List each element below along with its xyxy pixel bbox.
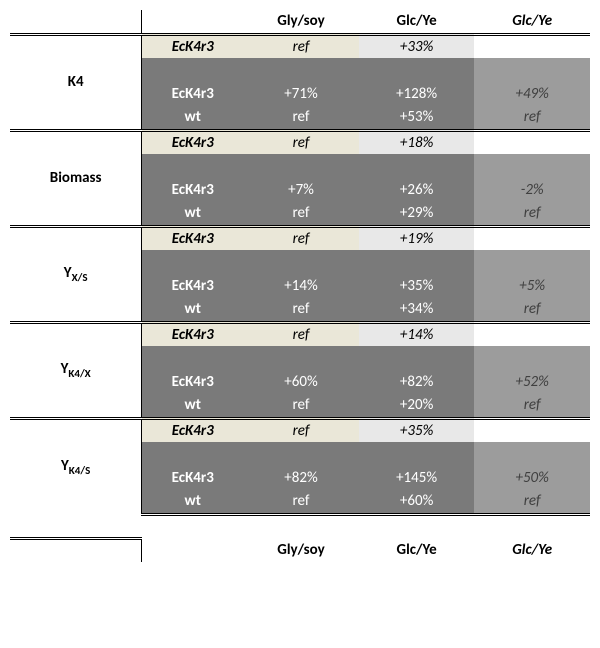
- cell: +35%: [359, 418, 475, 442]
- cell: ref: [243, 490, 359, 514]
- cell: ref: [474, 298, 590, 322]
- cell: +33%: [359, 34, 475, 58]
- category-label: YK4/S: [10, 418, 142, 514]
- col-header-3: Glc/Ye: [474, 10, 590, 34]
- cell: +29%: [359, 202, 475, 226]
- cell: ref: [243, 106, 359, 130]
- strain-label: EcK4r3: [142, 274, 243, 298]
- cell: ref: [243, 226, 359, 250]
- cell: ref: [474, 490, 590, 514]
- cell: [474, 418, 590, 442]
- strain-label: wt: [142, 202, 243, 226]
- table-row: YK4/S EcK4r3 ref +35%: [10, 418, 590, 442]
- cell: +60%: [359, 490, 475, 514]
- cell: +82%: [243, 466, 359, 490]
- cell: ref: [474, 106, 590, 130]
- cell: ref: [243, 322, 359, 346]
- cell: +50%: [474, 466, 590, 490]
- strain-label: EcK4r3: [142, 178, 243, 202]
- strain-label: EcK4r3: [142, 130, 243, 154]
- cell: +14%: [243, 274, 359, 298]
- cell: +20%: [359, 394, 475, 418]
- cell: +26%: [359, 178, 475, 202]
- category-label: Biomass: [10, 130, 142, 226]
- category-label: YX/S: [10, 226, 142, 322]
- cell: ref: [243, 202, 359, 226]
- strain-label: EcK4r3: [142, 82, 243, 106]
- cell: +60%: [243, 370, 359, 394]
- strain-label: wt: [142, 298, 243, 322]
- strain-label: EcK4r3: [142, 418, 243, 442]
- cell: +34%: [359, 298, 475, 322]
- col-header-2: Glc/Ye: [359, 10, 475, 34]
- cell: [474, 34, 590, 58]
- cell: +5%: [474, 274, 590, 298]
- category-label: YK4/X: [10, 322, 142, 418]
- strain-label: wt: [142, 394, 243, 418]
- yk4s-label: YK4/S: [61, 457, 90, 475]
- cell: ref: [243, 34, 359, 58]
- strain-label: EcK4r3: [142, 322, 243, 346]
- strain-label: EcK4r3: [142, 466, 243, 490]
- footer-row: Gly/soy Glc/Ye Glc/Ye: [10, 538, 590, 562]
- yk4x-label: YK4/X: [61, 360, 91, 378]
- table-row: Biomass EcK4r3 ref +18%: [10, 130, 590, 154]
- cell: +82%: [359, 370, 475, 394]
- cell: +7%: [243, 178, 359, 202]
- cell: [474, 130, 590, 154]
- strain-label: wt: [142, 106, 243, 130]
- strain-label: EcK4r3: [142, 34, 243, 58]
- cell: ref: [243, 418, 359, 442]
- footer-col-1: Gly/soy: [243, 538, 359, 562]
- cell: ref: [243, 394, 359, 418]
- cell: ref: [474, 394, 590, 418]
- cell: ref: [474, 202, 590, 226]
- cell: -2%: [474, 178, 590, 202]
- footer-col-3: Glc/Ye: [474, 538, 590, 562]
- cell: +18%: [359, 130, 475, 154]
- category-label: K4: [10, 34, 142, 130]
- data-table: Gly/soy Glc/Ye Glc/Ye K4 EcK4r3 ref +33%…: [10, 10, 590, 562]
- cell: [474, 226, 590, 250]
- cell: [474, 322, 590, 346]
- strain-label: EcK4r3: [142, 226, 243, 250]
- table-row: K4 EcK4r3 ref +33%: [10, 34, 590, 58]
- cell: +19%: [359, 226, 475, 250]
- cell: +52%: [474, 370, 590, 394]
- table-row: [10, 514, 590, 538]
- table-row: YK4/X EcK4r3 ref +14%: [10, 322, 590, 346]
- strain-label: EcK4r3: [142, 370, 243, 394]
- table-row: YX/S EcK4r3 ref +19%: [10, 226, 590, 250]
- cell: +128%: [359, 82, 475, 106]
- cell: +35%: [359, 274, 475, 298]
- cell: ref: [243, 130, 359, 154]
- header-row: Gly/soy Glc/Ye Glc/Ye: [10, 10, 590, 34]
- cell: +71%: [243, 82, 359, 106]
- cell: +14%: [359, 322, 475, 346]
- strain-label: wt: [142, 490, 243, 514]
- cell: +53%: [359, 106, 475, 130]
- yxs-label: YX/S: [64, 264, 88, 282]
- col-header-1: Gly/soy: [243, 10, 359, 34]
- cell: +49%: [474, 82, 590, 106]
- footer-col-2: Glc/Ye: [359, 538, 475, 562]
- cell: ref: [243, 298, 359, 322]
- cell: +145%: [359, 466, 475, 490]
